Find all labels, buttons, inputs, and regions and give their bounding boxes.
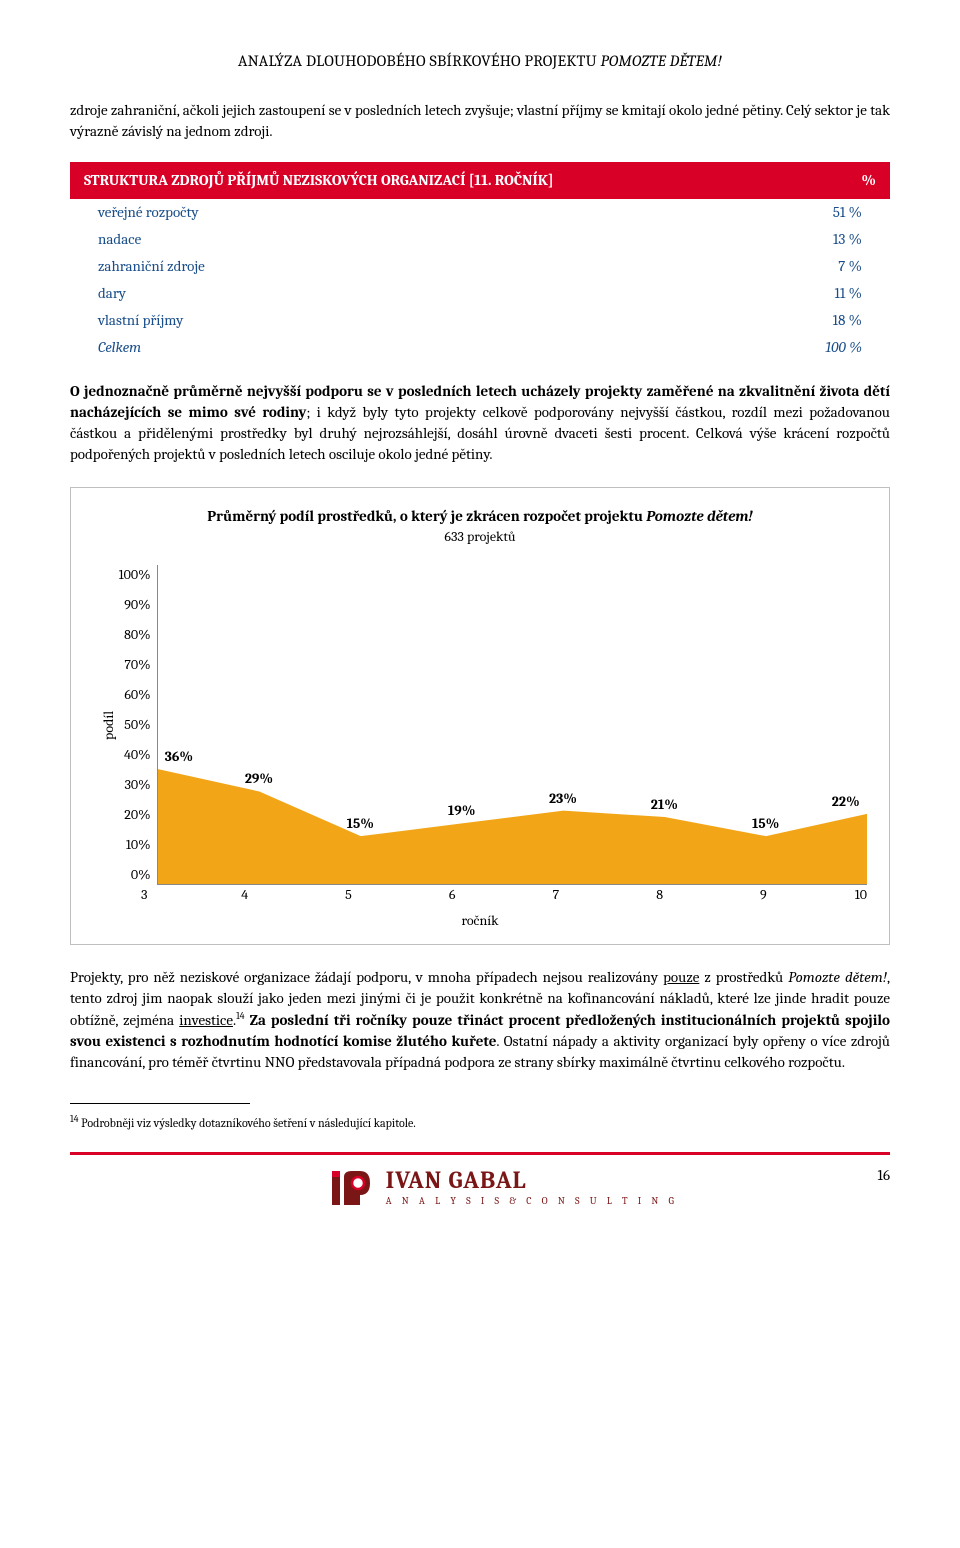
table-cell-value: 18 % (592, 307, 890, 334)
table-cell-label: dary (70, 280, 592, 307)
logo-text: IVAN GABAL A N A L Y S I S & C O N S U L… (386, 1168, 678, 1208)
logo-tagline: A N A L Y S I S & C O N S U L T I N G (386, 1194, 678, 1208)
chart-point-label: 19% (448, 801, 476, 821)
chart-subtitle: 633 projektů (93, 527, 867, 547)
chart-plot-area: podíl 100%90%80%70%60%50%40%30%20%10%0% … (93, 565, 867, 885)
footnote-separator (70, 1103, 250, 1104)
y-tick: 70% (119, 655, 151, 675)
table-header-bar: STRUKTURA ZDROJŮ PŘÍJMŮ NEZISKOVÝCH ORGA… (70, 162, 890, 199)
y-axis-label: podíl (93, 711, 119, 740)
footnote-text: Podrobněji viz výsledky dotazníkového še… (79, 1116, 416, 1130)
x-axis-label: ročník (93, 911, 867, 931)
page-number: 16 (878, 1165, 890, 1186)
title-plain: ANALÝZA DLOUHODOBÉHO SBÍRKOVÉHO PROJEKTU (238, 52, 601, 70)
p3-u2: investice (179, 1011, 233, 1029)
table-cell-label: veřejné rozpočty (70, 199, 592, 226)
y-axis-ticks: 100% 90% 80% 70% 60% 50% 40% 30% 20% 10% 0% (119, 565, 157, 885)
chart-point-label: 23% (549, 789, 577, 809)
x-axis-ticks: 345678910 (141, 885, 867, 905)
chart-point-label: 21% (651, 795, 678, 815)
table-cell-label: Celkem (70, 334, 592, 361)
footer-logo: IVAN GABAL A N A L Y S I S & C O N S U L… (330, 1165, 678, 1211)
chart-point-label: 36% (165, 747, 193, 767)
chart-point-label: 15% (752, 814, 779, 834)
x-tick: 9 (711, 885, 815, 905)
y-tick: 10% (119, 835, 151, 855)
table-header-left: STRUKTURA ZDROJŮ PŘÍJMŮ NEZISKOVÝCH ORGA… (84, 170, 554, 191)
y-tick: 60% (119, 685, 151, 705)
y-tick: 40% (119, 745, 151, 765)
chart-title-prefix: Průměrný podíl prostředků, o který je zk… (207, 507, 646, 525)
y-tick: 50% (119, 715, 151, 735)
footnote-num: 14 (70, 1113, 79, 1125)
footnote-14: 14 Podrobněji viz výsledky dotazníkového… (70, 1112, 890, 1132)
y-tick: 30% (119, 775, 151, 795)
y-tick: 90% (119, 595, 151, 615)
table-cell-label: nadace (70, 226, 592, 253)
table-cell-value: 51 % (592, 199, 890, 226)
x-tick: 7 (504, 885, 608, 905)
x-tick: 6 (400, 885, 504, 905)
y-tick: 100% (119, 565, 151, 585)
area-chart: 36% 29% 15% 19% 23% 21% 15% 22% (157, 565, 867, 885)
logo-mark-icon (330, 1165, 376, 1211)
chart-container: Průměrný podíl prostředků, o který je zk… (70, 487, 890, 945)
x-tick: 10 (815, 885, 867, 905)
title-italic: POMOZTE DĚTEM! (601, 52, 723, 70)
table-row: veřejné rozpočty51 % (70, 199, 890, 226)
chart-point-label: 22% (832, 792, 860, 812)
x-tick: 4 (193, 885, 297, 905)
table-cell-value: 7 % (592, 253, 890, 280)
funding-sources-table: veřejné rozpočty51 %nadace13 %zahraniční… (70, 199, 890, 361)
table-row: dary11 % (70, 280, 890, 307)
table-header-right: % (861, 170, 876, 191)
footnote-ref-14: 14 (236, 1010, 245, 1022)
table-row: Celkem100 % (70, 334, 890, 361)
paragraph-3: Projekty, pro něž neziskové organizace ž… (70, 967, 890, 1073)
table-cell-label: vlastní příjmy (70, 307, 592, 334)
table-cell-value: 13 % (592, 226, 890, 253)
page-footer: IVAN GABAL A N A L Y S I S & C O N S U L… (70, 1152, 890, 1211)
x-tick: 5 (297, 885, 401, 905)
paragraph-2: O jednoznačně průměrně nejvyšší podporu … (70, 381, 890, 465)
p3-u1: pouze (663, 968, 699, 986)
table-cell-value: 11 % (592, 280, 890, 307)
table-row: nadace13 % (70, 226, 890, 253)
table-cell-value: 100 % (592, 334, 890, 361)
chart-point-label: 29% (245, 769, 273, 789)
p3-a: Projekty, pro něž neziskové organizace ž… (70, 968, 663, 986)
x-tick: 3 (141, 885, 193, 905)
table-cell-label: zahraniční zdroje (70, 253, 592, 280)
chart-title-italic: Pomozte dětem! (646, 507, 752, 525)
x-tick: 8 (608, 885, 712, 905)
y-tick: 0% (119, 865, 151, 885)
chart-point-label: 15% (347, 814, 374, 834)
table-row: zahraniční zdroje7 % (70, 253, 890, 280)
intro-paragraph: zdroje zahraniční, ačkoli jejich zastoup… (70, 100, 890, 142)
p3-b: z prostředků (699, 968, 788, 986)
y-tick: 80% (119, 625, 151, 645)
document-header-title: ANALÝZA DLOUHODOBÉHO SBÍRKOVÉHO PROJEKTU… (70, 50, 890, 72)
p3-i1: Pomozte dětem! (788, 968, 887, 986)
y-tick: 20% (119, 805, 151, 825)
table-row: vlastní příjmy18 % (70, 307, 890, 334)
chart-title: Průměrný podíl prostředků, o který je zk… (93, 506, 867, 527)
logo-name: IVAN GABAL (386, 1168, 678, 1192)
